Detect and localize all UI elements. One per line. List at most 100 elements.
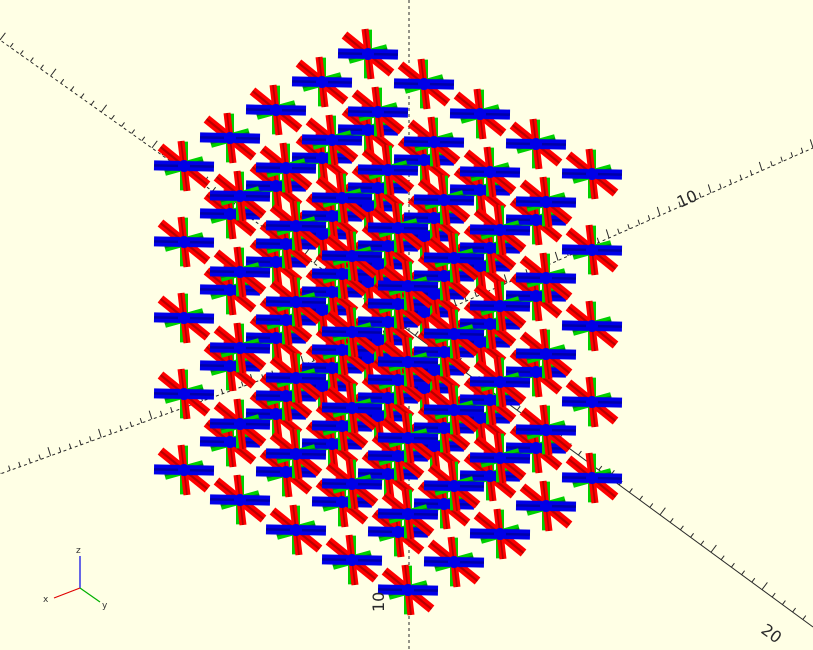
- lattice-node: [224, 132, 236, 144]
- lattice-node: [474, 184, 486, 196]
- axis-tick: [751, 577, 756, 583]
- lattice-node: [362, 48, 374, 60]
- lattice-node: [290, 448, 302, 460]
- lattice-node: [540, 348, 552, 360]
- axis-tick: [109, 428, 112, 435]
- lattice-node: [494, 376, 506, 388]
- lattice-node: [326, 362, 338, 374]
- lattice-node: [346, 326, 358, 338]
- lattice-node: [336, 420, 348, 432]
- axis-tick: [50, 68, 57, 77]
- axis-tick: [761, 582, 768, 590]
- axis-tick: [782, 600, 786, 605]
- axis-tick: [516, 405, 521, 411]
- lattice-node: [346, 478, 358, 490]
- axis-tick: [729, 179, 732, 185]
- lattice-node: [234, 494, 246, 506]
- axis-tick: [220, 388, 224, 394]
- lattice-node: [382, 164, 394, 176]
- axis-tick: [131, 129, 136, 134]
- lattice-node: [290, 372, 302, 384]
- lattice-node: [280, 238, 292, 250]
- lattice-node: [346, 402, 358, 414]
- lattice-node: [438, 346, 450, 358]
- axis-tick: [29, 57, 34, 62]
- lattice-node: [234, 190, 246, 202]
- axis-tick: [758, 161, 763, 171]
- lattice-node: [438, 498, 450, 510]
- gizmo-y-label: y: [102, 601, 108, 611]
- axis-tick: [617, 228, 620, 234]
- lattice-node: [336, 192, 348, 204]
- lattice-node: [530, 442, 542, 454]
- lattice-node: [530, 214, 542, 226]
- lattice-node: [346, 554, 358, 566]
- scale-label-z: 10: [369, 592, 388, 612]
- axis-tick: [669, 518, 674, 523]
- lattice-node: [392, 374, 404, 386]
- lattice-node: [418, 154, 430, 166]
- axis-tick: [771, 592, 776, 598]
- axis-tick: [605, 229, 610, 239]
- lattice-node: [326, 438, 338, 450]
- axis-tick: [792, 607, 796, 613]
- axis-tick: [680, 525, 684, 531]
- lattice-node: [280, 162, 292, 174]
- lattice-node: [346, 250, 358, 262]
- axis-tick: [18, 461, 21, 467]
- lattice-node: [224, 436, 236, 448]
- lattice-node: [336, 268, 348, 280]
- lattice-node: [178, 388, 190, 400]
- scale-label-x: 10: [674, 186, 700, 212]
- axis-tick: [141, 136, 146, 142]
- lattice-node: [178, 312, 190, 324]
- lattice-node: [484, 242, 496, 254]
- axis-tick: [668, 206, 671, 212]
- axis-tick: [790, 152, 794, 158]
- axis-tick: [90, 100, 95, 106]
- lattice-node: [586, 168, 598, 180]
- gizmo-x-label: x: [43, 595, 49, 605]
- axis-tick: [98, 428, 102, 438]
- lattice-node: [270, 332, 282, 344]
- axis-tick: [28, 458, 31, 464]
- lattice-node: [448, 404, 460, 416]
- lattice-node: [586, 472, 598, 484]
- lattice-node: [326, 286, 338, 298]
- axis-tick: [731, 562, 735, 568]
- axis-tick: [148, 410, 153, 420]
- lattice-node: [438, 270, 450, 282]
- axis-tick: [780, 156, 783, 162]
- axis-tick: [58, 447, 62, 453]
- lattice-node: [402, 584, 414, 596]
- lattice-node: [372, 182, 384, 194]
- lattice-node: [316, 76, 328, 88]
- axis-tick: [68, 443, 72, 449]
- lattice-node: [372, 106, 384, 118]
- axis-tick: [741, 570, 745, 575]
- lattice-node: [484, 470, 496, 482]
- axis-tick: [121, 122, 125, 127]
- lattice-node: [402, 432, 414, 444]
- lattice-model[interactable]: [153, 28, 623, 616]
- lattice-node: [280, 314, 292, 326]
- lattice-node: [586, 320, 598, 332]
- lattice-node: [448, 252, 460, 264]
- gizmo-y-axis: [79, 587, 101, 603]
- axis-tick: [60, 78, 65, 84]
- lattice-node: [438, 194, 450, 206]
- lattice-node: [234, 266, 246, 278]
- axis-tick: [629, 488, 633, 493]
- lattice-node: [494, 452, 506, 464]
- axis-tick: [19, 50, 24, 55]
- scale-label-y: 20: [758, 620, 786, 647]
- lattice-node: [494, 528, 506, 540]
- axis-tick: [627, 224, 630, 230]
- lattice-node: [270, 408, 282, 420]
- axis-tick: [554, 251, 559, 261]
- lattice-node: [234, 418, 246, 430]
- axis-tick: [100, 104, 108, 113]
- axis-tick: [596, 237, 600, 243]
- lattice-node: [290, 220, 302, 232]
